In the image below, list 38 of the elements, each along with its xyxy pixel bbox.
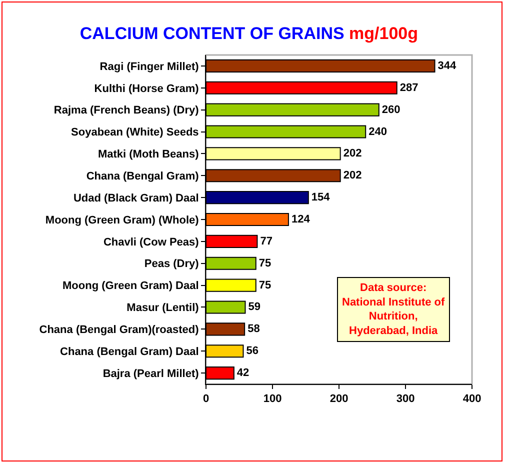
y-tick-label: Rajma (French Beans) (Dry) <box>54 104 200 117</box>
y-tick-label: Chavli (Cow Peas) <box>103 236 200 248</box>
y-tick-label: Masur (Lentil) <box>126 302 200 314</box>
data-label: 59 <box>248 301 260 314</box>
data-label: 202 <box>343 170 362 182</box>
y-tick-label: Chana (Bengal Gram) <box>86 170 200 182</box>
y-tick-label: Matki (Moth Beans) <box>98 148 200 161</box>
x-tick-label: 100 <box>263 393 282 406</box>
y-tick-label: Kulthi (Horse Gram) <box>94 82 200 95</box>
annotation: Data source: National Institute of Nutrition, Hyderabad, India <box>342 282 445 337</box>
data-label: 287 <box>400 82 418 94</box>
y-tick-label: Udad (Black Gram) Daal <box>73 192 199 204</box>
data-label: 56 <box>246 345 258 358</box>
x-tick-label: 300 <box>396 393 415 406</box>
x-tick-label: 0 <box>202 393 210 406</box>
y-tick-label: Ragi (Finger Millet) <box>100 60 200 73</box>
y-tick-label: Soyabean (White) Seeds <box>71 126 199 139</box>
data-label: 75 <box>258 279 272 292</box>
y-tick-label: Peas (Dry) <box>144 258 200 270</box>
data-label: 154 <box>311 192 331 204</box>
y-tick-label: Moong (Green Gram) (Whole) <box>45 214 200 226</box>
y-tick-label: Moong (Green Gram) Daal <box>62 280 199 292</box>
data-label: 202 <box>343 148 362 160</box>
y-tick-label: Bajra (Pearl Millet) <box>102 368 200 380</box>
y-tick-label: Chana (Bengal Gram) Daal <box>60 346 199 358</box>
data-label: 240 <box>368 126 387 138</box>
data-label: 58 <box>248 323 260 336</box>
data-label: 344 <box>438 60 457 72</box>
y-tick-label: Chana (Bengal Gram)(roasted) <box>39 324 200 336</box>
chart-title: CALCIUM CONTENT OF GRAINS <box>80 24 344 43</box>
x-tick-label: 200 <box>330 393 348 406</box>
x-tick-label: 400 <box>462 393 482 406</box>
data-label: 260 <box>382 104 400 116</box>
data-label: 77 <box>260 235 272 248</box>
data-label: 75 <box>258 257 272 270</box>
chart-subtitle: mg/100g <box>349 24 418 43</box>
data-label: 42 <box>236 367 250 380</box>
data-label: 124 <box>291 214 311 226</box>
